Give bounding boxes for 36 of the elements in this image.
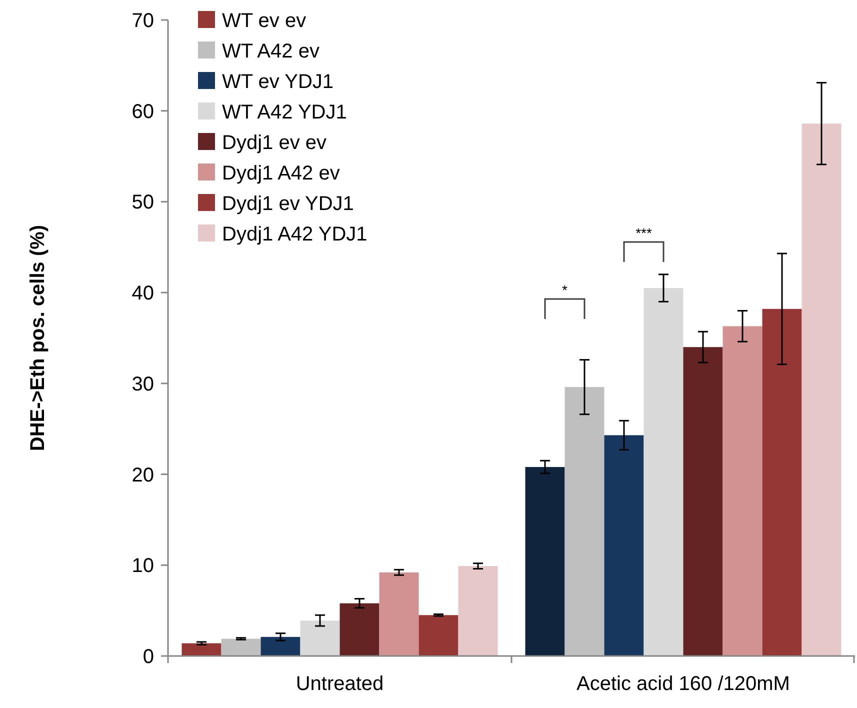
x-tick-label: Acetic acid 160 /120mM [576,673,790,695]
bar [722,326,762,656]
legend-label: WT A42 ev [222,40,320,62]
annotation: *** [636,225,652,241]
bar [802,124,842,656]
legend-label: WT A42 YDJ1 [222,102,347,124]
bar [644,288,684,656]
legend-label: Dydj1 ev YDJ1 [222,193,354,215]
y-tick-label: 50 [132,192,154,214]
bar [418,615,458,656]
y-tick-label: 60 [132,100,154,123]
legend-label: Dydj1 A42 ev [222,162,340,184]
y-tick-label: 70 [132,10,154,32]
annotation: * [562,282,568,298]
y-tick-label: 40 [132,282,154,305]
bar [221,638,261,656]
bar [564,387,604,656]
bar [762,308,802,656]
y-tick-label: 20 [132,464,154,486]
y-tick-label: 10 [132,555,154,578]
bar [300,620,340,656]
bar [340,603,380,656]
y-tick-label: 0 [142,646,154,668]
bar [683,347,723,656]
bar [260,636,300,656]
bar [525,467,565,656]
x-tick-label: Untreated [296,673,384,695]
legend-label: WT ev YDJ1 [222,71,334,93]
bar [604,435,644,656]
bar [379,572,419,656]
y-tick-label: 30 [132,373,154,396]
bar [458,566,498,656]
legend-label: Dydj1 A42 YDJ1 [222,224,368,246]
y-axis-title: DHE->Eth pos. cells (%) [27,224,49,452]
legend-label: Dydj1 ev ev [222,132,326,154]
legend-label: WT ev ev [222,10,306,32]
